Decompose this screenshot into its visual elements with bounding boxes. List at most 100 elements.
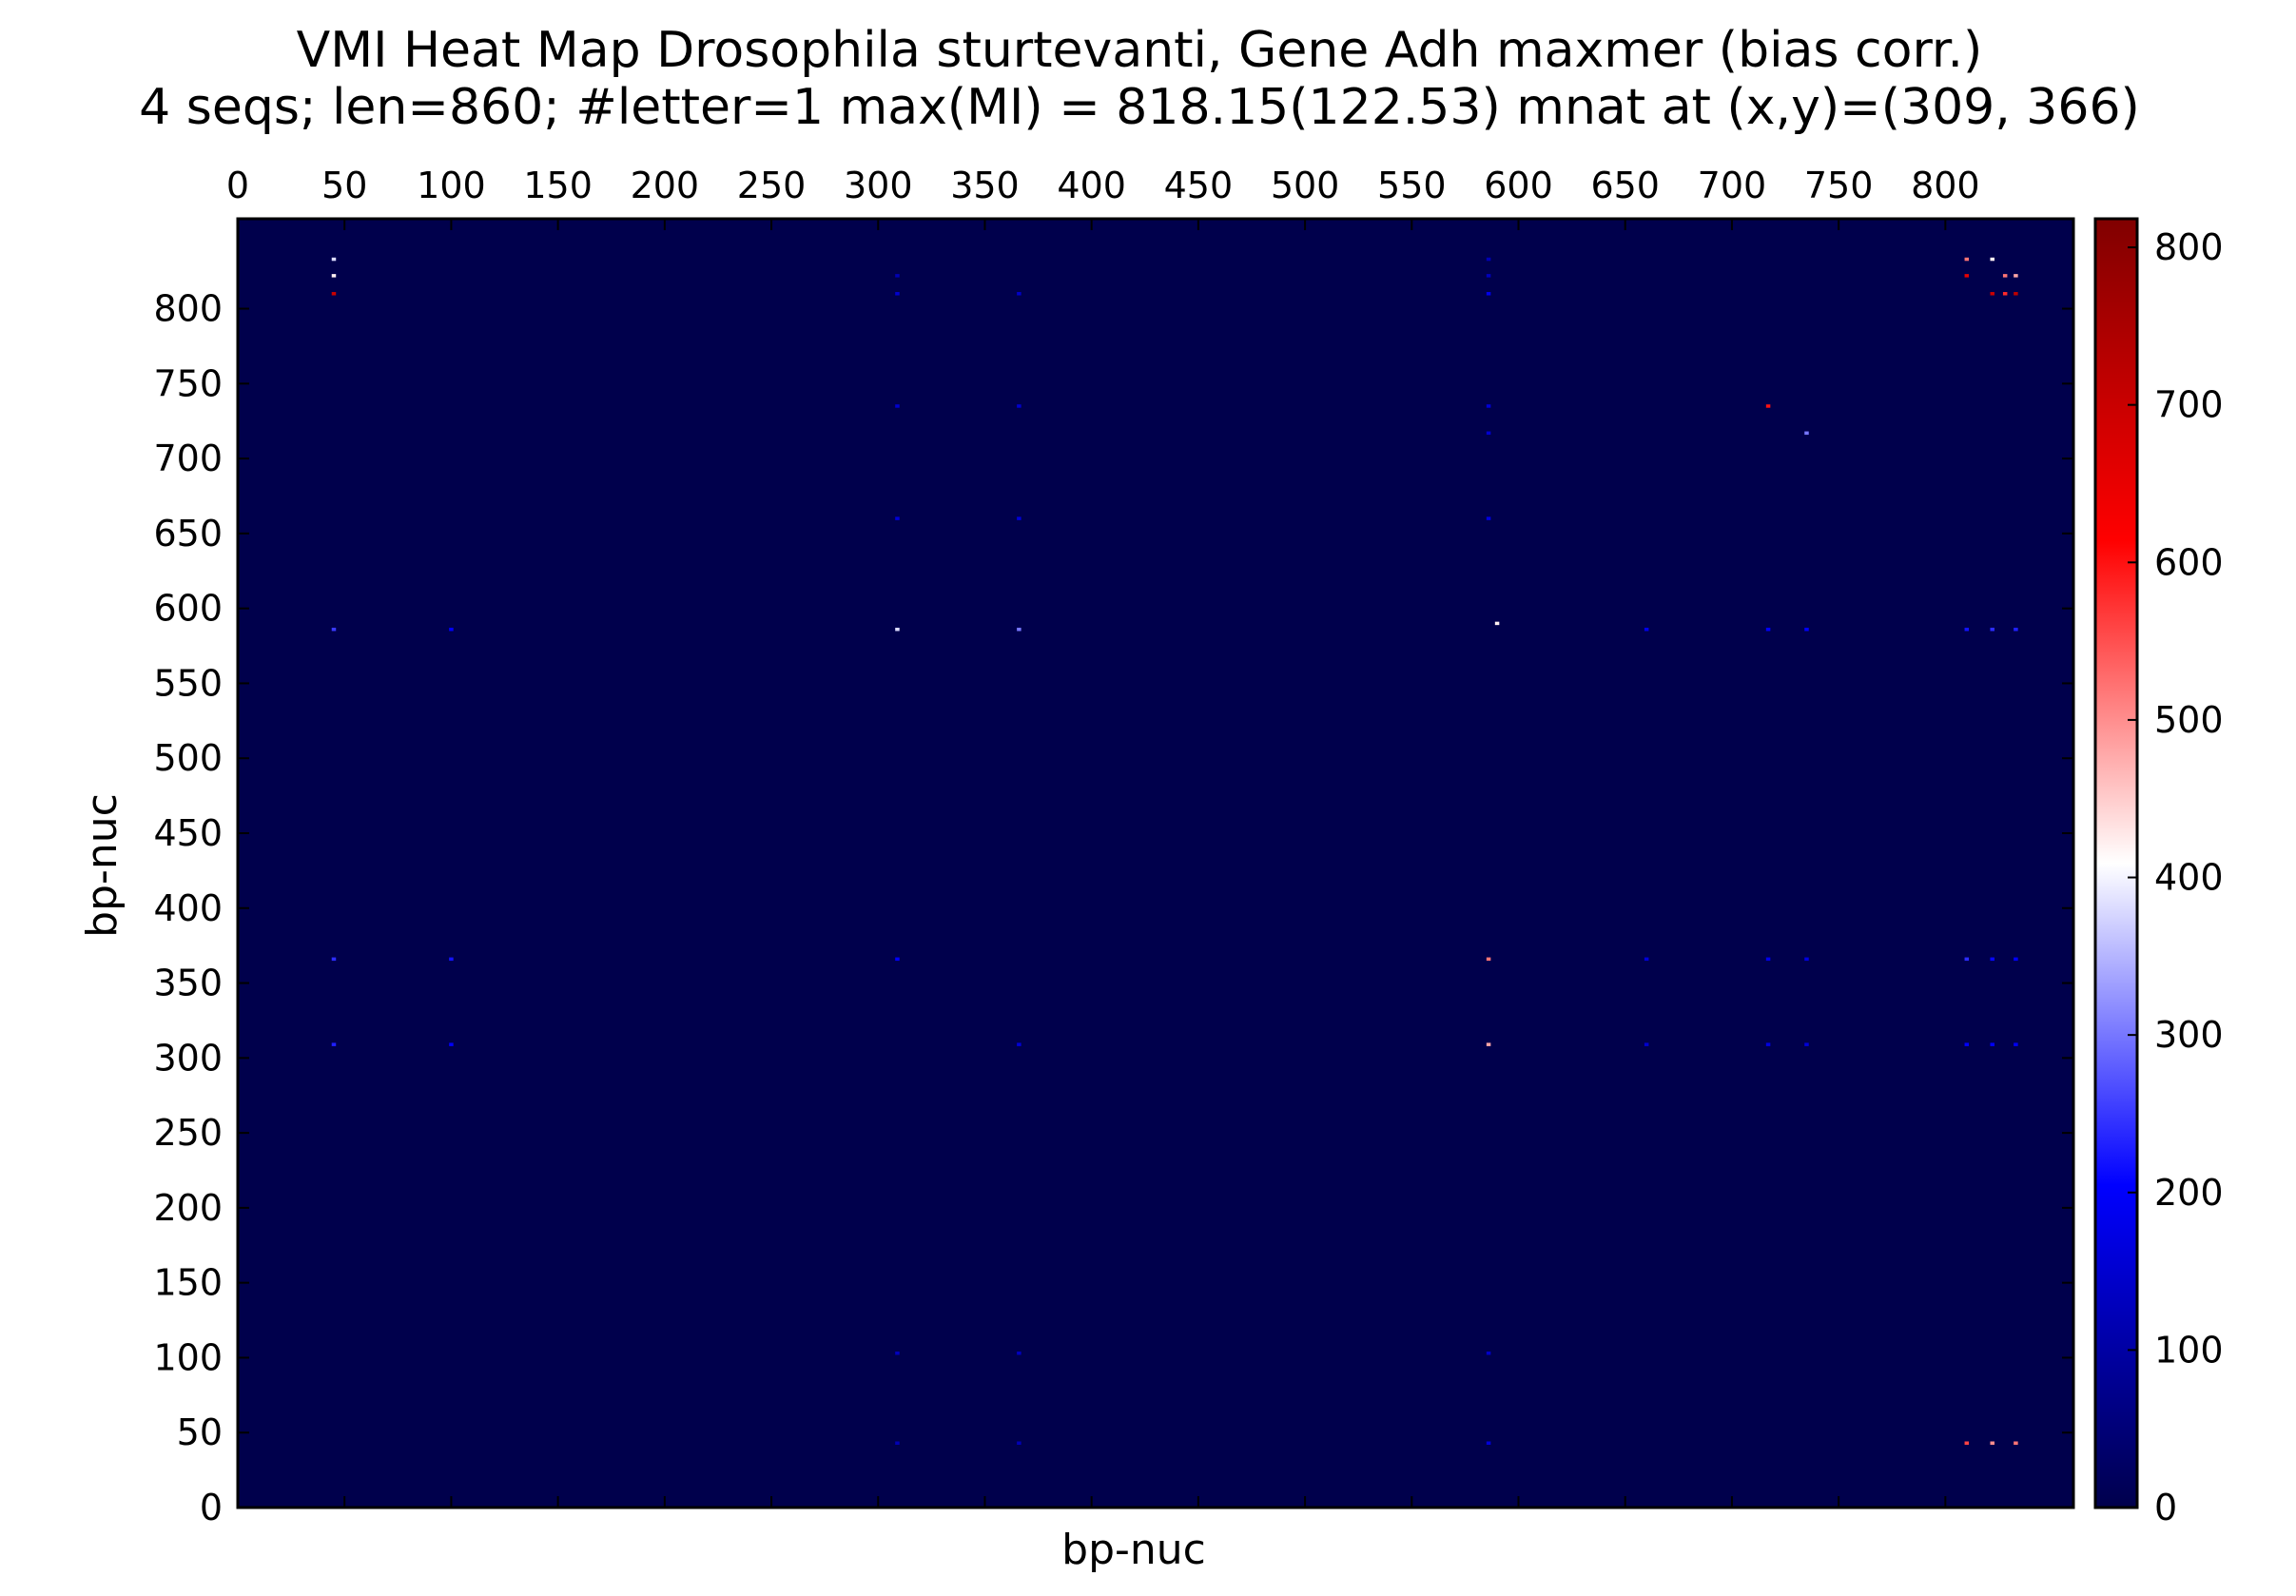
- colorbar-tick-label: 500: [2154, 699, 2224, 741]
- heatmap-cell: [1964, 257, 1970, 262]
- heatmap-cell: [1486, 516, 1491, 520]
- heatmap-cell: [895, 1441, 900, 1445]
- heatmap-cell: [1017, 1441, 1022, 1445]
- y-tick-label: 750: [153, 362, 223, 404]
- heatmap-cell: [1486, 957, 1491, 962]
- heatmap-cell: [449, 1042, 454, 1046]
- heatmap-cell: [331, 274, 337, 278]
- heatmap-cell: [1644, 957, 1649, 962]
- heatmap-cell: [2014, 1441, 2018, 1445]
- x-tick-label: 600: [1484, 165, 1553, 206]
- heatmap-cell: [331, 1042, 337, 1046]
- heatmap-cell: [1494, 621, 1500, 626]
- x-axis-label: bp-nuc: [1061, 1526, 1206, 1574]
- heatmap-cell: [2002, 274, 2008, 278]
- colorbar-tick-label: 600: [2154, 541, 2224, 583]
- heatmap-cell: [895, 292, 900, 296]
- y-tick-label: 700: [153, 438, 223, 479]
- x-tick-label: 200: [631, 165, 700, 206]
- x-tick-label: 500: [1271, 165, 1340, 206]
- heatmap-cell: [1964, 1441, 1970, 1445]
- heatmap-cell: [2014, 292, 2018, 296]
- x-tick-label: 800: [1911, 165, 1980, 206]
- x-tick-label: 350: [950, 165, 1020, 206]
- heatmap-cell: [2002, 292, 2008, 296]
- heatmap-cell: [1486, 404, 1491, 408]
- heatmap-cell: [895, 1351, 900, 1355]
- x-tick-label: 250: [737, 165, 807, 206]
- heatmap-cell: [1804, 431, 1809, 436]
- heatmap-cell: [1964, 274, 1970, 278]
- y-tick-label: 350: [153, 963, 223, 1004]
- heatmap-cell: [1017, 1042, 1022, 1046]
- colorbar-tick-label: 100: [2154, 1329, 2224, 1371]
- heatmap-cell: [331, 957, 337, 962]
- heatmap-cell: [1644, 1042, 1649, 1046]
- y-tick-label: 550: [153, 662, 223, 704]
- heatmap-cell: [1017, 1351, 1022, 1355]
- heatmap-cell: [1804, 1042, 1809, 1046]
- heatmap-cell: [1486, 431, 1491, 436]
- heatmap-cell: [895, 404, 900, 408]
- heatmap-cell: [895, 627, 900, 632]
- colorbar-ticks: 0 100 200 300 400 500 600 700 800: [2128, 226, 2224, 1528]
- chart-title-line-1: VMI Heat Map Drosophila sturtevanti, Gen…: [297, 22, 1983, 79]
- y-tick-label: 300: [153, 1037, 223, 1079]
- y-axis-ticks: 0 50 100 150 200 250 300 350 400 450 500 550 600 650 7…: [153, 288, 2073, 1528]
- heatmap-cell: [1765, 957, 1771, 962]
- x-tick-label: 450: [1164, 165, 1234, 206]
- plot-area: 0 50 100 150 200 250 300 350 400 450 500 550 600 650 7…: [153, 165, 2075, 1528]
- heatmap-cell: [2014, 274, 2018, 278]
- y-tick-label: 800: [153, 288, 223, 330]
- heatmap-cell: [1486, 257, 1491, 262]
- heatmap-cell: [1990, 257, 1994, 262]
- heatmap-cell: [895, 516, 900, 520]
- x-tick-label: 650: [1590, 165, 1660, 206]
- x-axis-ticks: 0 50 100 150 200 250 300 350 400 450 500 550 600 650 7…: [226, 165, 1980, 1508]
- heatmap-cell: [1644, 627, 1649, 632]
- heatmap-cell: [1765, 1042, 1771, 1046]
- plot-frame: [236, 217, 2075, 1509]
- heatmap-cell: [1990, 957, 1994, 962]
- colorbar-tick-label: 400: [2154, 857, 2224, 899]
- x-tick-label: 550: [1377, 165, 1447, 206]
- heatmap-cell: [1017, 627, 1022, 632]
- heatmap-cell: [895, 274, 900, 278]
- y-tick-label: 600: [153, 588, 223, 630]
- colorbar-tick-label: 300: [2154, 1014, 2224, 1056]
- heatmap-cell: [895, 957, 900, 962]
- heatmap-cell: [1964, 957, 1970, 962]
- y-tick-label: 250: [153, 1112, 223, 1154]
- heatmap-cell: [1017, 516, 1022, 520]
- heatmap-cell: [2014, 1042, 2018, 1046]
- heatmap-cell: [1486, 1042, 1491, 1046]
- x-tick-label: 300: [844, 165, 913, 206]
- heatmap-cell: [1765, 404, 1771, 408]
- y-axis-label: bp-nuc: [78, 793, 126, 938]
- heatmap-cell: [331, 257, 337, 262]
- heatmap-cell: [2014, 627, 2018, 632]
- colorbar-tick-label: 700: [2154, 384, 2224, 426]
- colorbar-tick-label: 0: [2154, 1487, 2177, 1528]
- x-tick-label: 700: [1698, 165, 1767, 206]
- heatmap-cell: [1017, 292, 1022, 296]
- heatmap-cell: [1486, 1351, 1491, 1355]
- colorbar-tick-label: 800: [2154, 226, 2224, 268]
- heatmap-cell: [1964, 627, 1970, 632]
- x-tick-label: 150: [523, 165, 593, 206]
- heatmap-cell: [1486, 1441, 1491, 1445]
- heatmap-cell: [2014, 957, 2018, 962]
- y-tick-label: 100: [153, 1336, 223, 1378]
- y-tick-label: 450: [153, 812, 223, 854]
- heatmap-cell: [1964, 1042, 1970, 1046]
- y-tick-label: 200: [153, 1187, 223, 1229]
- heatmap-cell: [449, 957, 454, 962]
- heatmap-cell: [331, 292, 337, 296]
- heatmap-cell: [1990, 292, 1994, 296]
- x-tick-label: 100: [417, 165, 486, 206]
- heatmap-cell: [1486, 292, 1491, 296]
- heatmap-cell: [1765, 627, 1771, 632]
- heatmap-cell: [1990, 627, 1994, 632]
- y-tick-label: 150: [153, 1262, 223, 1304]
